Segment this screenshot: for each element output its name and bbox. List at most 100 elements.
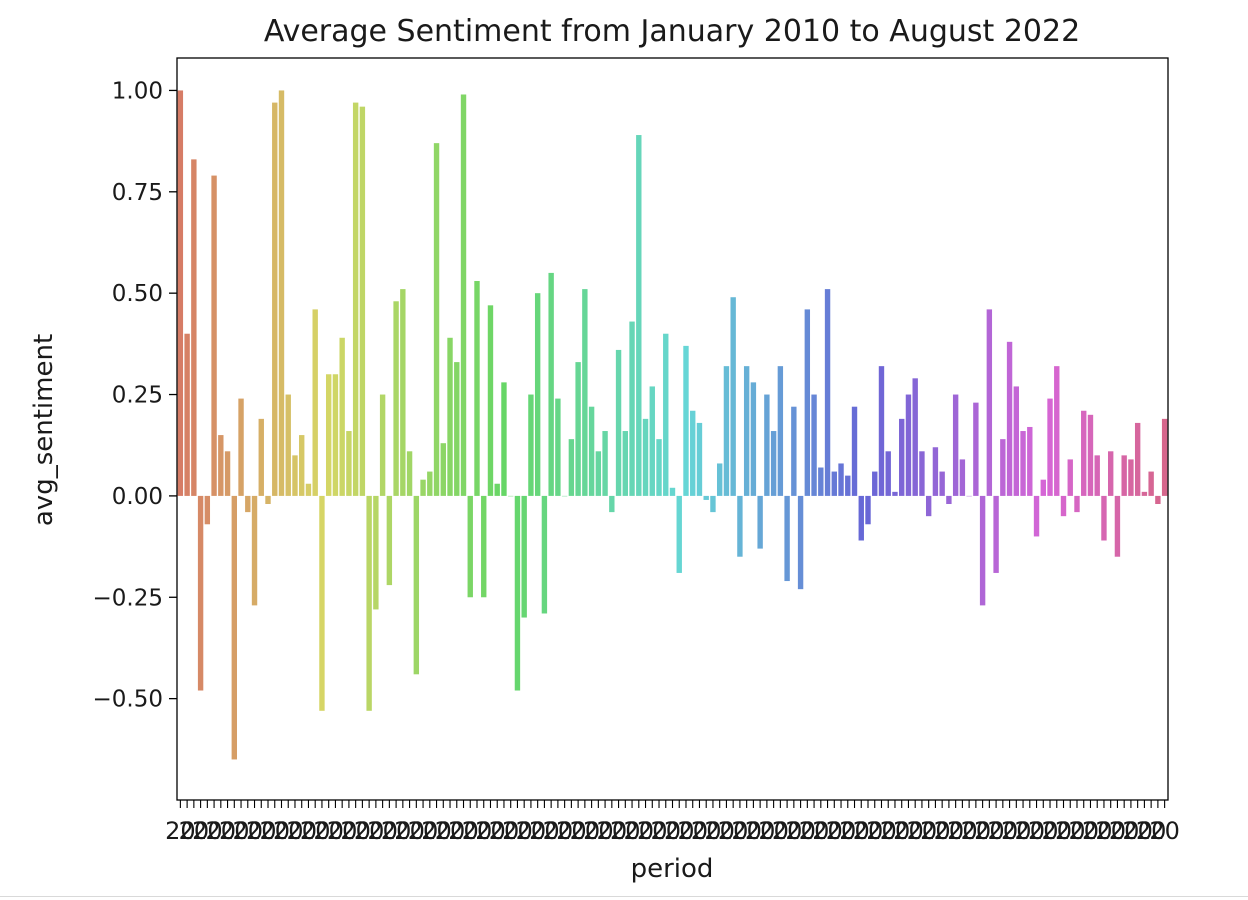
x-tick-label: 20 [745,817,776,845]
x-tick-label: 20 [327,817,358,845]
x-tick-label: 20 [637,817,668,845]
bar [899,418,905,496]
bar [710,495,716,513]
x-tick-label: 20 [367,817,398,845]
x-tick-label: 20 [1122,817,1153,845]
bar [265,495,271,505]
bar [1033,495,1040,537]
bar [433,143,440,496]
x-tick-label: 20 [340,817,371,845]
bar [609,495,615,513]
bar [413,495,420,675]
x-tick-label: 20 [866,817,897,845]
x-tick-label: 20 [206,817,237,845]
x-tick-label: 20 [1015,817,1046,845]
x-tick-label: 20 [475,817,506,845]
bar [1027,426,1033,496]
x-tick-label: 20 [947,817,978,845]
bar [669,487,676,496]
bar [777,366,784,496]
x-tick-label: 20 [543,817,574,845]
y-tick-label: 0.75 [112,180,163,206]
bar [204,495,211,525]
bar [575,362,581,496]
bar [541,495,548,614]
bar [427,471,433,496]
bar [663,333,669,496]
bar [184,333,190,496]
bar [986,309,993,496]
bar [743,366,750,496]
x-tick-label: 20 [313,817,344,845]
x-tick-label: 20 [381,817,412,845]
x-tick-label: 20 [812,817,843,845]
bar [454,362,460,496]
bar [615,349,622,496]
bar [582,289,588,496]
bar [959,459,966,496]
x-tick-label: 20 [597,817,628,845]
bar [555,398,561,496]
bar [629,321,635,496]
x-tick-label: 20 [462,817,493,845]
x-tick-label: 20 [1136,817,1167,845]
bar [359,106,366,496]
bar [319,495,325,711]
y-tick-label: −0.50 [93,687,163,713]
x-tick-label: 20 [300,817,331,845]
bar [245,495,251,513]
bar [730,297,736,496]
y-axis-label: avg_sentiment [29,334,59,526]
bar [1060,495,1067,517]
x-tick-label: 20 [839,817,870,845]
x-tick-label: 20 [448,817,479,845]
bar [993,495,999,573]
bar [939,471,945,496]
x-tick-label: 20 [974,817,1005,845]
bar [1114,495,1121,557]
y-tick-label: 1.00 [112,78,163,104]
x-tick-label: 20 [961,817,992,845]
bar [1054,366,1060,496]
bar [346,431,352,496]
x-tick-label: 20 [758,817,789,845]
bar [1128,459,1134,496]
bar [737,495,743,557]
bar [818,467,824,496]
bar [602,431,608,496]
bar [528,394,534,496]
x-tick-label: 20 [704,817,735,845]
bar [514,495,521,691]
x-tick-label: 20 [772,817,803,845]
bar [1067,459,1073,496]
bar [224,451,231,496]
x-tick-label: 20 [691,817,722,845]
x-tick-label: 20 [502,817,533,845]
x-axis: 2020202020202020202020202020202020202020… [165,800,1180,845]
bar [1148,471,1154,496]
bar [858,495,864,541]
bar [339,337,345,496]
bar [865,495,871,525]
bar [979,495,986,606]
x-tick-label: 20 [920,817,951,845]
x-tick-label: 20 [1001,817,1032,845]
bar [1101,495,1107,541]
bar [386,495,393,586]
bar [1094,455,1100,496]
bar [797,495,804,590]
bar [905,394,912,496]
x-tick-label: 20 [556,817,587,845]
bar [1006,341,1013,496]
bar [352,102,359,496]
bar [487,305,494,496]
bar [1020,431,1026,496]
x-tick-label: 20 [489,817,520,845]
y-tick-label: 0.50 [112,281,163,307]
bar [393,301,399,496]
bar [946,495,952,505]
bar [218,435,224,496]
bar [299,435,305,496]
bar [1081,410,1087,496]
bar [723,366,730,496]
